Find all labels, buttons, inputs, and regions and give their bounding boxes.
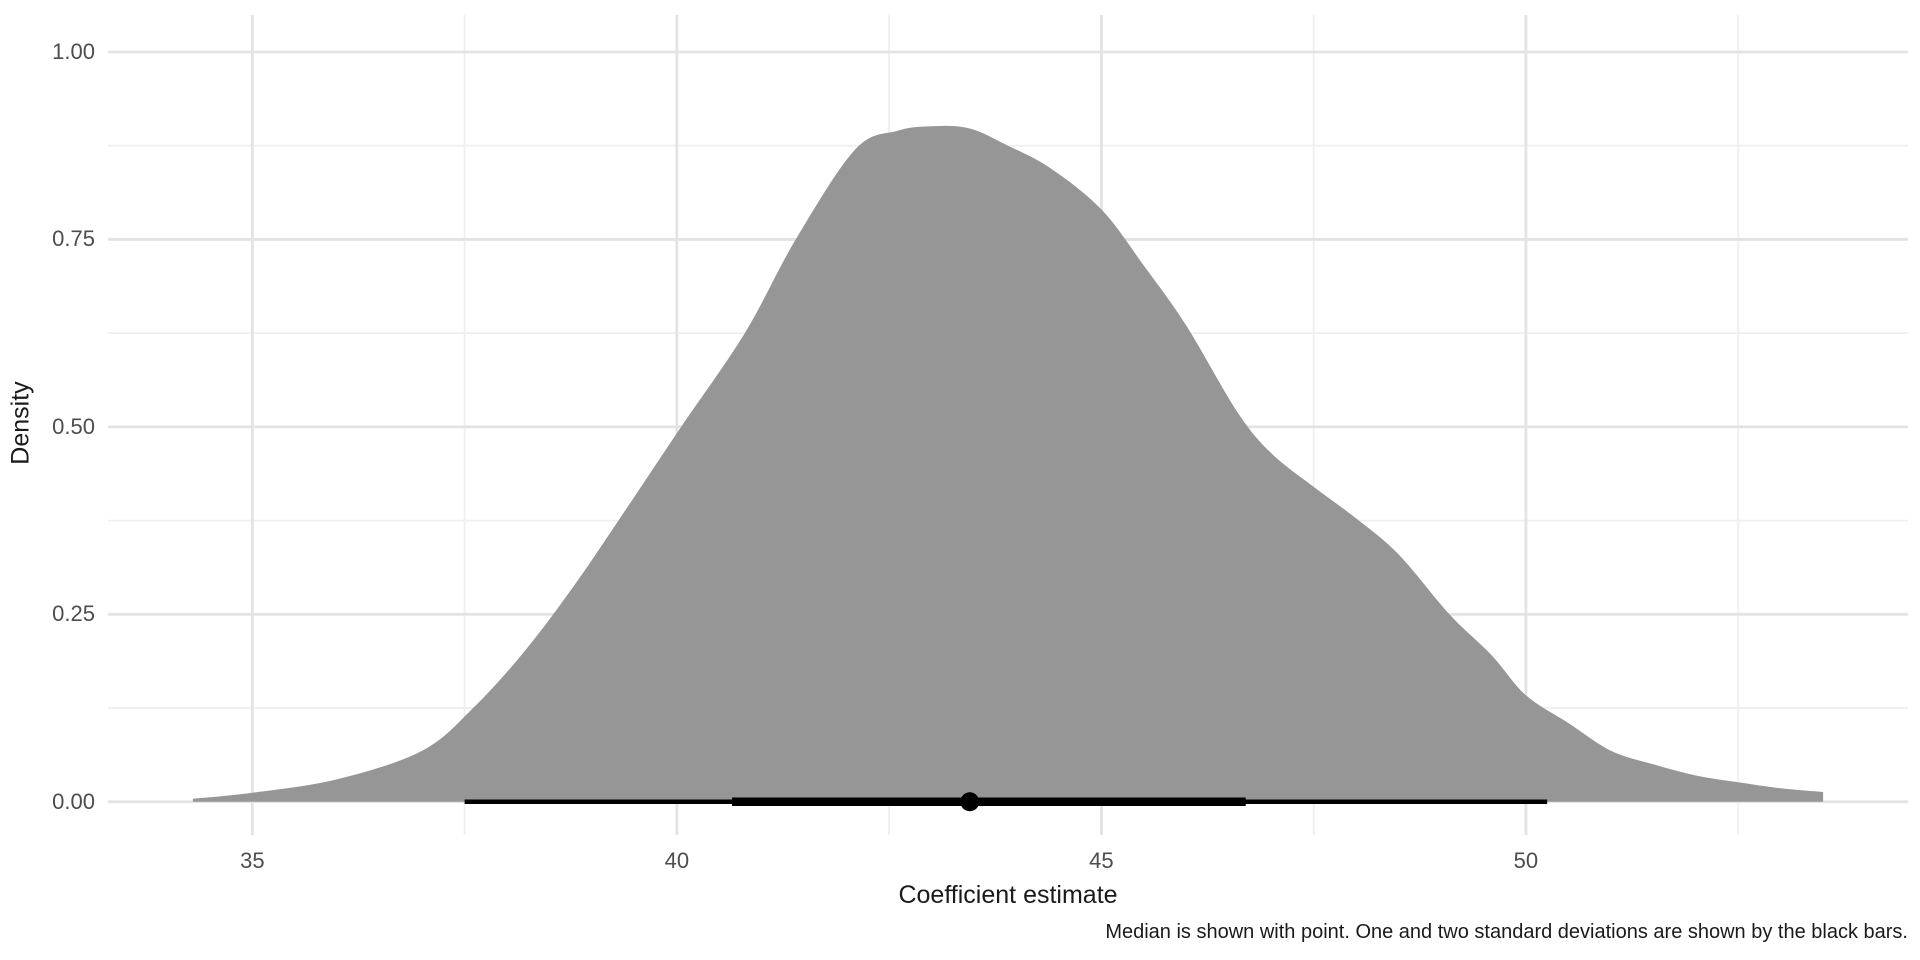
- y-tick-label: 0.75: [52, 226, 95, 252]
- y-tick-label: 0.00: [52, 788, 95, 814]
- y-tick-label: 1.00: [52, 38, 95, 64]
- median-point: [960, 792, 980, 812]
- plot-caption: Median is shown with point. One and two …: [1105, 921, 1908, 943]
- x-axis-title: Coefficient estimate: [898, 881, 1118, 909]
- x-tick-label: 35: [240, 848, 265, 873]
- x-tick-label: 45: [1089, 848, 1114, 873]
- y-tick-label: 0.50: [52, 413, 95, 439]
- x-tick-label: 50: [1513, 848, 1539, 873]
- x-tick-label: 40: [664, 848, 690, 873]
- y-tick-label: 0.25: [52, 601, 95, 627]
- density-area: [192, 125, 1824, 802]
